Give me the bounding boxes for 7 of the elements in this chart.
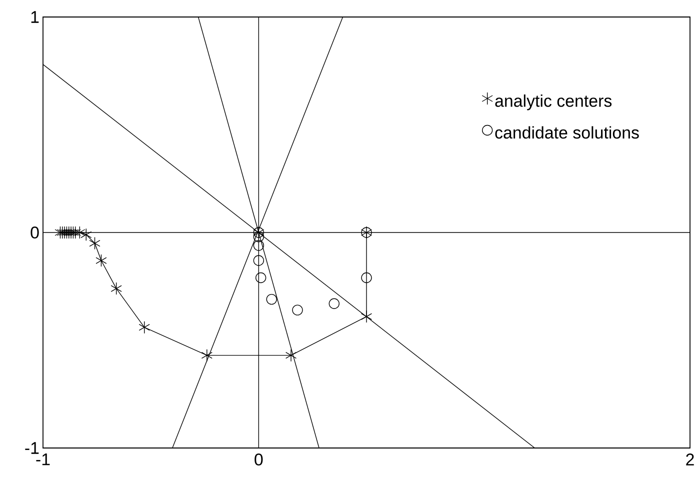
y-tick-label: -1 xyxy=(25,442,39,454)
y-tick-label: 0 xyxy=(30,226,39,238)
x-tick-label: 2 xyxy=(686,454,694,466)
legend-label: analytic centers xyxy=(495,94,612,110)
legend-label: candidate solutions xyxy=(495,126,639,139)
y-tick-label: 1 xyxy=(31,11,39,23)
x-tick-label: 0 xyxy=(254,454,263,466)
